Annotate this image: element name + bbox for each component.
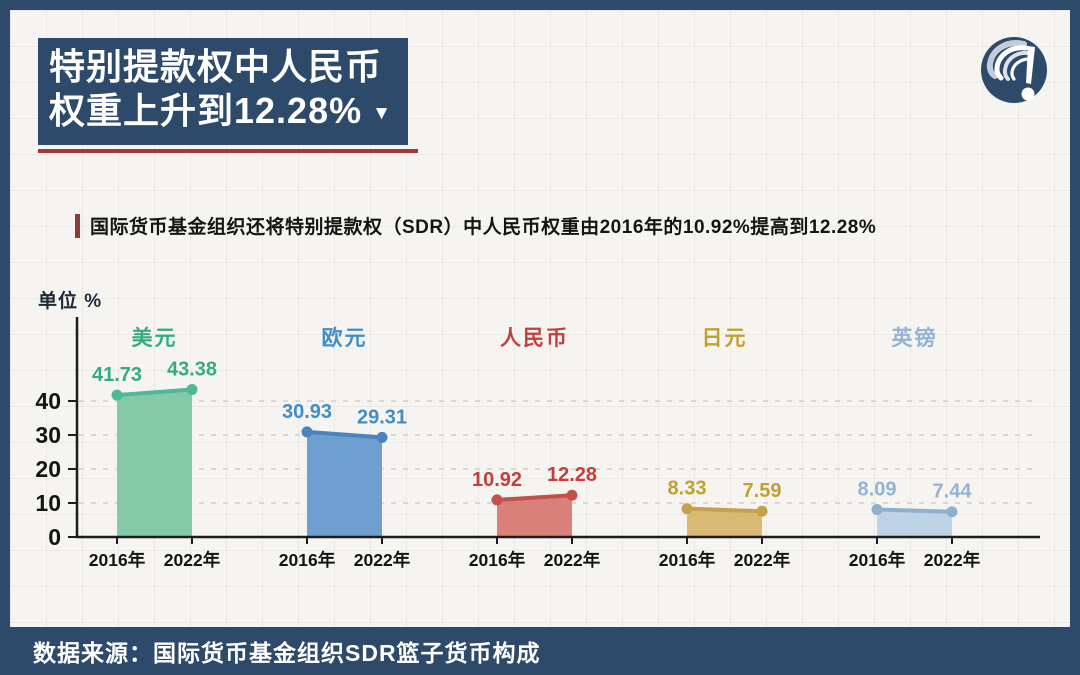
triangle-down-icon: ▼ [372, 103, 392, 124]
data-point-2016 [681, 503, 693, 515]
value-label: 7.59 [743, 480, 782, 502]
x-tick-label: 2016年 [849, 550, 906, 570]
x-tick-label: 2022年 [734, 550, 791, 570]
series-label: 日元 [702, 327, 748, 350]
data-point-2022 [186, 384, 198, 396]
exclamation-mark-icon [1021, 46, 1035, 101]
news-outlet-logo [981, 37, 1047, 103]
value-label: 8.33 [668, 478, 707, 500]
trend-line [115, 387, 194, 398]
value-label: 30.93 [282, 401, 332, 423]
unit-label: 单位 % [38, 291, 103, 312]
data-source-text: 数据来源：国际货币基金组织SDR篮子货币构成 [33, 640, 541, 666]
series-label: 美元 [132, 326, 178, 350]
title-line-1: 特别提款权中人民币 [49, 46, 383, 87]
y-tick-label: 30 [35, 422, 61, 448]
y-tick-label: 40 [35, 388, 61, 414]
y-tick-label: 20 [35, 456, 61, 482]
data-point-2022 [376, 431, 388, 443]
data-point-2022 [756, 505, 768, 517]
area-4 [687, 508, 762, 537]
y-tick-label: 0 [48, 524, 61, 550]
area-5 [877, 509, 952, 537]
page-title: 特别提款权中人民币 权重上升到12.28% ▼ [38, 38, 408, 145]
title-underline [38, 149, 418, 153]
subtitle-text: 国际货币基金组织还将特别提款权（SDR）中人民币权重由2016年的10.92%提… [90, 217, 877, 238]
value-label: 41.73 [92, 364, 142, 386]
series-label: 欧元 [322, 326, 368, 350]
value-label: 10.92 [472, 469, 522, 491]
value-label: 8.09 [858, 478, 897, 500]
data-point-2016 [301, 426, 313, 438]
infographic-canvas: 特别提款权中人民币 权重上升到12.28% ▼ 国际货币基金组织还将特别提款权（S… [10, 10, 1070, 627]
area-2 [307, 431, 382, 537]
value-label: 12.28 [547, 464, 597, 486]
x-tick-label: 2022年 [354, 550, 411, 570]
x-tick-label: 2022年 [164, 550, 221, 570]
x-tick-label: 2016年 [89, 550, 146, 570]
data-point-2016 [491, 494, 503, 506]
y-tick-label: 10 [35, 490, 61, 516]
trend-line [495, 493, 574, 502]
x-tick-label: 2022年 [544, 550, 601, 570]
title-line-2: 权重上升到12.28% ▼ [49, 90, 392, 131]
series-label: 人民币 [500, 327, 569, 350]
x-tick-label: 2022年 [924, 550, 981, 570]
value-label: 29.31 [357, 406, 407, 428]
trend-line [305, 429, 384, 440]
x-tick-label: 2016年 [279, 550, 336, 570]
data-point-2022 [566, 489, 578, 501]
area-3 [497, 495, 572, 537]
footer-bar: 数据来源：国际货币基金组织SDR篮子货币构成 [0, 627, 1080, 675]
value-label: 7.44 [933, 481, 973, 503]
series-label: 英镑 [892, 326, 938, 350]
trend-line [875, 507, 954, 514]
sdr-chart: 41.73 43.38 美元 2016年 2022年 30.93 29.31 欧元 2016年 2… [35, 317, 1040, 570]
area-1 [117, 389, 192, 537]
red-accent-bar [75, 213, 80, 238]
data-point-2022 [946, 506, 958, 518]
value-label: 43.38 [167, 359, 217, 381]
data-point-2016 [111, 389, 123, 401]
x-tick-label: 2016年 [659, 550, 716, 570]
data-point-2016 [871, 503, 883, 515]
subtitle: 国际货币基金组织还将特别提款权（SDR）中人民币权重由2016年的10.92%提… [75, 212, 876, 239]
x-tick-label: 2016年 [469, 550, 526, 570]
trend-line [685, 506, 764, 514]
